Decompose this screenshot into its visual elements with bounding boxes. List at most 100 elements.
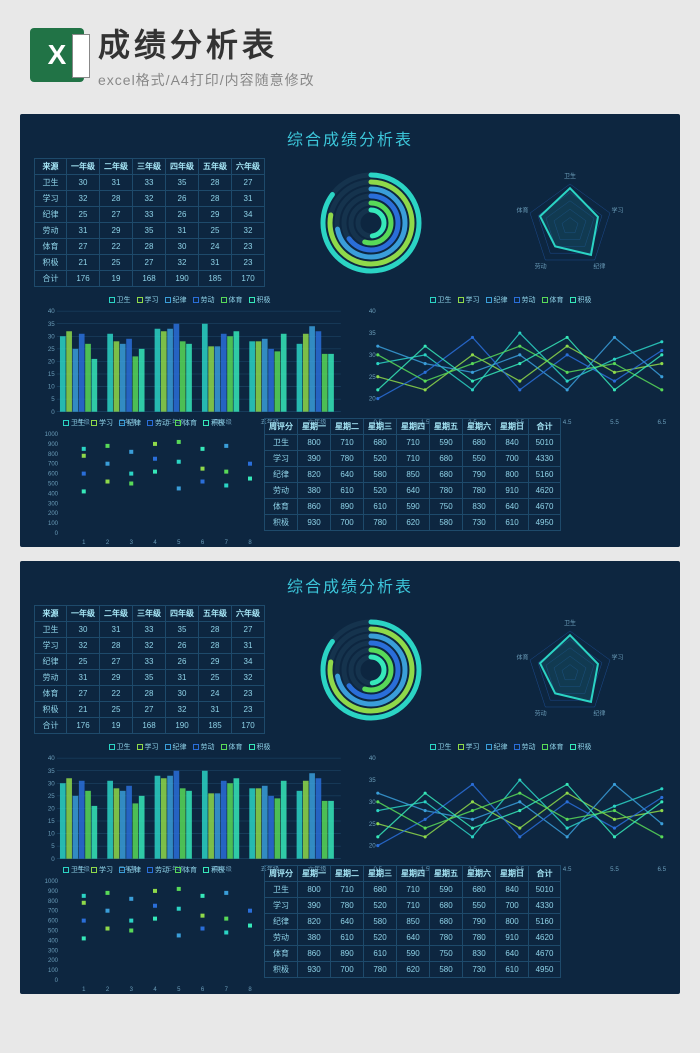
svg-text:35: 35 — [48, 768, 55, 775]
svg-text:400: 400 — [48, 491, 59, 497]
svg-text:体育: 体育 — [516, 206, 528, 214]
table-cell: 31 — [67, 223, 100, 239]
dashboard-panel: 综合成绩分析表来源一年级二年级三年级四年级五年级六年级卫生30313335282… — [20, 114, 680, 547]
table-header: 星期三 — [364, 419, 397, 435]
table-cell: 23 — [232, 702, 265, 718]
table-cell: 710 — [397, 898, 430, 914]
table-row: 学习3907805207106805507004330 — [265, 451, 561, 467]
svg-text:卫生: 卫生 — [564, 619, 576, 627]
table-cell: 26 — [166, 207, 199, 223]
table-cell: 劳动 — [265, 483, 298, 499]
title-block: 成绩分析表 excel格式/A4打印/内容随意修改 — [98, 20, 670, 90]
svg-text:400: 400 — [48, 938, 59, 944]
svg-text:35: 35 — [369, 330, 376, 337]
table-cell: 25 — [67, 207, 100, 223]
table-cell: 纪律 — [265, 914, 298, 930]
svg-text:5: 5 — [51, 843, 55, 850]
svg-text:7: 7 — [225, 987, 229, 992]
table-cell: 21 — [67, 255, 100, 271]
legend-item: 积极 — [203, 865, 225, 875]
table-cell: 780 — [430, 483, 463, 499]
table-header: 二年级 — [100, 606, 133, 622]
legend-item: 纪律 — [486, 742, 508, 752]
table-cell: 体育 — [265, 946, 298, 962]
svg-text:20: 20 — [48, 358, 55, 365]
bar-chart: 0510152025303540一年级二年级三年级四年级五年级六年级 — [34, 307, 345, 426]
table-row: 卫生8007106807105906808405010 — [265, 882, 561, 898]
data-table: 周评分星期一星期二星期三星期四星期五星期六星期日合计卫生800710680710… — [264, 865, 561, 978]
table-row: 积极212527323123 — [35, 702, 265, 718]
legend-item: 体育 — [542, 742, 564, 752]
table-cell: 体育 — [265, 499, 298, 515]
svg-text:25: 25 — [48, 346, 55, 353]
table-cell: 5160 — [529, 914, 561, 930]
legend: 卫生学习纪律劳动体育积极 — [34, 418, 254, 428]
table-header: 星期六 — [463, 419, 496, 435]
table-header: 星期一 — [298, 866, 331, 882]
table-cell: 4950 — [529, 515, 561, 531]
table-cell: 860 — [298, 946, 331, 962]
table-cell: 22 — [100, 686, 133, 702]
table-cell: 4620 — [529, 930, 561, 946]
table-cell: 19 — [100, 718, 133, 734]
table-cell: 590 — [397, 499, 430, 515]
svg-text:5: 5 — [177, 987, 181, 992]
table-cell: 390 — [298, 898, 331, 914]
legend-item: 积极 — [570, 295, 592, 305]
table-cell: 580 — [430, 515, 463, 531]
table-cell: 体育 — [35, 686, 67, 702]
table-cell: 800 — [496, 914, 529, 930]
svg-text:40: 40 — [48, 308, 55, 315]
table-cell: 790 — [463, 467, 496, 483]
table-header: 星期六 — [463, 866, 496, 882]
table-cell: 610 — [331, 930, 364, 946]
table-cell: 680 — [430, 914, 463, 930]
table-cell: 850 — [397, 914, 430, 930]
table-cell: 390 — [298, 451, 331, 467]
data-table: 来源一年级二年级三年级四年级五年级六年级卫生303133352827学习3228… — [34, 605, 265, 734]
table-cell: 640 — [331, 914, 364, 930]
table-cell: 800 — [298, 435, 331, 451]
legend-item: 卫生 — [109, 742, 131, 752]
table-cell: 620 — [397, 962, 430, 978]
table2-wrap: 周评分星期一星期二星期三星期四星期五星期六星期日合计卫生800710680710… — [264, 865, 666, 980]
data-table: 来源一年级二年级三年级四年级五年级六年级卫生303133352827学习3228… — [34, 158, 265, 287]
svg-text:纪律: 纪律 — [593, 262, 605, 270]
legend-item: 积极 — [570, 742, 592, 752]
table-header: 星期二 — [331, 866, 364, 882]
table-cell: 卫生 — [35, 622, 67, 638]
table-cell: 590 — [430, 882, 463, 898]
table-cell: 640 — [397, 930, 430, 946]
table-row: 卫生8007106807105906808405010 — [265, 435, 561, 451]
table-cell: 24 — [199, 239, 232, 255]
table-cell: 610 — [364, 946, 397, 962]
main-title: 成绩分析表 — [98, 20, 670, 66]
svg-text:600: 600 — [48, 472, 59, 478]
table-row: 劳动312935312532 — [35, 223, 265, 239]
table-cell: 700 — [331, 515, 364, 531]
svg-text:0: 0 — [55, 531, 59, 537]
svg-text:体育: 体育 — [516, 653, 528, 661]
svg-text:6: 6 — [201, 540, 205, 545]
table-cell: 32 — [67, 191, 100, 207]
table-cell: 640 — [496, 499, 529, 515]
legend: 卫生学习纪律劳动体育积极 — [34, 295, 345, 305]
table-cell: 27 — [67, 686, 100, 702]
table-cell: 520 — [364, 930, 397, 946]
table-cell: 700 — [496, 451, 529, 467]
svg-text:700: 700 — [48, 909, 59, 915]
legend-item: 卫生 — [430, 295, 452, 305]
table-cell: 820 — [298, 914, 331, 930]
table-header: 星期四 — [397, 866, 430, 882]
table-cell: 640 — [331, 467, 364, 483]
table-cell: 710 — [397, 451, 430, 467]
table-cell: 32 — [232, 223, 265, 239]
table-row: 合计17619168190185170 — [35, 718, 265, 734]
scatter-chart: 0100200300400500600700800900100012345678 — [34, 877, 254, 992]
svg-text:25: 25 — [369, 374, 376, 381]
table-header: 一年级 — [67, 159, 100, 175]
table-cell: 4330 — [529, 451, 561, 467]
subtitle: excel格式/A4打印/内容随意修改 — [98, 70, 670, 90]
svg-text:20: 20 — [48, 805, 55, 812]
table-cell: 24 — [199, 686, 232, 702]
